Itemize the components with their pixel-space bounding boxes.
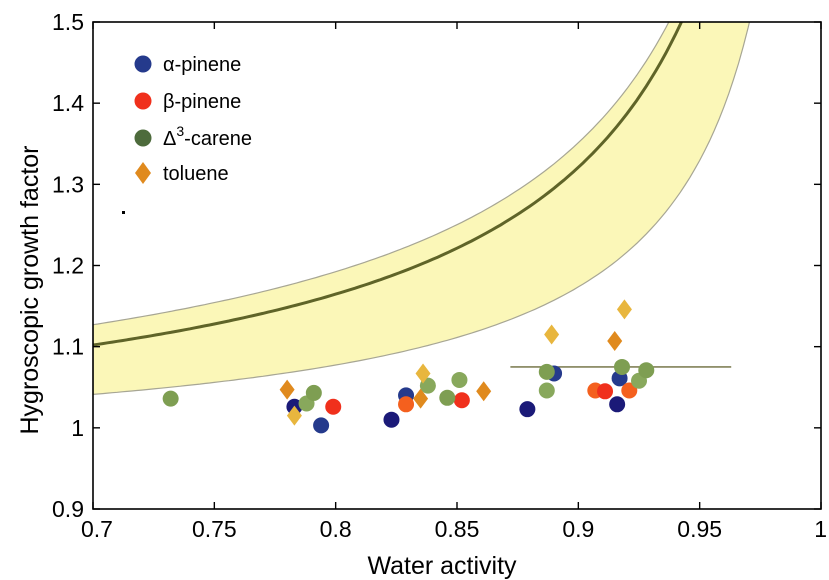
legend-marker-toluene	[135, 162, 151, 184]
alpha-pinene-point	[519, 401, 536, 418]
delta3-carene-point	[538, 363, 555, 380]
y-tick-label: 1.3	[52, 171, 84, 197]
x-axis: 0.7 0.75 0.8 0.85 0.9 0.95 1	[81, 22, 827, 542]
legend-label-delta3-carene: Δ3-carene	[163, 123, 252, 150]
data-points	[162, 299, 655, 434]
legend-label-alpha-pinene: α-pinene	[163, 54, 241, 76]
alpha-pinene-point	[383, 411, 400, 428]
delta3-carene-point	[439, 389, 456, 406]
toluene-point	[286, 405, 302, 426]
x-tick-label: 0.85	[435, 516, 480, 542]
legend-label-toluene: toluene	[163, 163, 229, 185]
beta-pinene-point	[621, 382, 638, 399]
confidence-band	[93, 22, 751, 396]
beta-pinene-point	[597, 383, 614, 400]
delta3-carene-point	[614, 358, 631, 375]
delta3-carene-point	[162, 390, 179, 407]
toluene-point	[607, 330, 623, 351]
delta3-carene-point	[538, 382, 555, 399]
beta-pinene-point	[398, 396, 415, 413]
y-axis: 0.9 1 1.1 1.2 1.3 1.4 1.5	[52, 9, 821, 522]
x-tick-label: 0.8	[320, 516, 352, 542]
alpha-pinene-point	[313, 417, 330, 434]
y-tick-label: 0.9	[52, 496, 84, 522]
x-axis-label: Water activity	[367, 552, 517, 580]
beta-pinene-point	[453, 392, 470, 409]
toluene-point	[415, 363, 431, 384]
delta3-carene-point	[451, 371, 468, 388]
delta3-carene-point	[638, 362, 655, 379]
legend-marker-beta-pinene	[134, 92, 152, 110]
x-tick-label: 1	[814, 516, 827, 542]
x-tick-label: 0.95	[677, 516, 722, 542]
toluene-point	[279, 379, 295, 400]
y-tick-label: 1.2	[52, 253, 84, 279]
toluene-point	[616, 299, 632, 320]
legend-label-beta-pinene: β-pinene	[163, 91, 241, 113]
y-axis-label: Hygroscopic growth factor	[16, 145, 44, 434]
fit-curve	[93, 22, 684, 347]
toluene-point	[544, 324, 560, 345]
toluene-point	[476, 381, 492, 402]
x-tick-label: 0.9	[562, 516, 594, 542]
toluene-point	[413, 388, 429, 409]
y-tick-label: 1	[71, 415, 84, 441]
x-tick-label: 0.75	[192, 516, 237, 542]
y-tick-label: 1.1	[52, 334, 84, 360]
x-tick-label: 0.7	[81, 516, 113, 542]
y-tick-label: 1.5	[52, 9, 84, 35]
beta-pinene-point	[325, 398, 342, 415]
legend-marker-delta3-carene	[134, 129, 152, 147]
delta3-carene-point	[305, 384, 322, 401]
y-tick-label: 1.4	[52, 90, 84, 116]
alpha-pinene-point	[609, 396, 626, 413]
stray-dot	[122, 211, 125, 214]
legend-marker-alpha-pinene	[134, 55, 152, 73]
